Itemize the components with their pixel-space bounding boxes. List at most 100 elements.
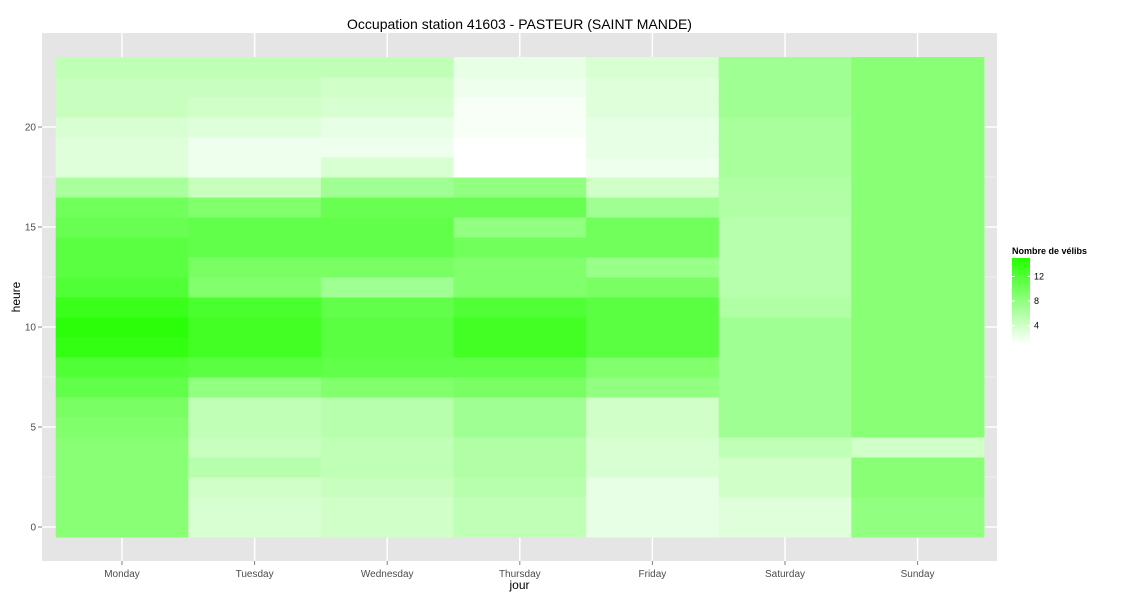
- heatmap-tile: [320, 57, 454, 78]
- x-tick-label: Wednesday: [361, 569, 414, 580]
- heatmap-tile: [55, 257, 189, 278]
- heatmap-tile: [320, 257, 454, 278]
- heatmap-tile: [586, 237, 720, 258]
- heatmap-tile: [718, 157, 852, 178]
- heatmap-tile: [453, 337, 587, 358]
- heatmap-tile: [55, 477, 189, 498]
- heatmap-tile: [188, 97, 322, 118]
- heatmap-tile: [586, 97, 720, 118]
- heatmap-tile: [320, 77, 454, 98]
- heatmap-tile: [55, 317, 189, 338]
- heatmap-tile: [718, 457, 852, 478]
- heatmap-tile: [188, 457, 322, 478]
- x-axis-title: jour: [508, 578, 529, 592]
- heatmap-tile: [718, 137, 852, 158]
- heatmap-tile: [55, 157, 189, 178]
- heatmap-tile: [851, 337, 985, 358]
- heatmap-tile: [188, 77, 322, 98]
- heatmap-tile: [453, 497, 587, 518]
- heatmap-tile: [718, 237, 852, 258]
- heatmap-tile: [453, 437, 587, 458]
- heatmap-tile: [55, 337, 189, 358]
- heatmap-tile: [320, 337, 454, 358]
- y-axis-title: heure: [9, 281, 23, 312]
- heatmap-tile: [188, 137, 322, 158]
- heatmap-tile: [718, 97, 852, 118]
- heatmap-tile: [55, 57, 189, 78]
- heatmap-tile: [55, 437, 189, 458]
- heatmap-tile: [453, 297, 587, 318]
- heatmap-tile: [55, 297, 189, 318]
- heatmap-tile: [586, 57, 720, 78]
- heatmap-tile: [453, 457, 587, 478]
- heatmap-tile: [188, 157, 322, 178]
- heatmap-tile: [851, 57, 985, 78]
- x-tick-label: Thursday: [499, 569, 541, 580]
- heatmap-tile: [453, 57, 587, 78]
- heatmap-tile: [320, 497, 454, 518]
- heatmap-tile: [188, 237, 322, 258]
- heatmap-tile: [586, 337, 720, 358]
- heatmap-tile: [188, 57, 322, 78]
- heatmap-tile: [188, 317, 322, 338]
- heatmap-tile: [718, 377, 852, 398]
- heatmap-tile: [453, 117, 587, 138]
- heatmap-tile: [453, 317, 587, 338]
- heatmap-tile: [586, 137, 720, 158]
- heatmap-tile: [586, 517, 720, 538]
- heatmap-tile: [586, 177, 720, 198]
- legend-title: Nombre de vélibs: [1012, 246, 1087, 256]
- heatmap-tile: [586, 497, 720, 518]
- x-tick-label: Sunday: [901, 569, 935, 580]
- heatmap-tile: [453, 397, 587, 418]
- heatmap-tile: [188, 257, 322, 278]
- heatmap-tile: [586, 437, 720, 458]
- y-axis-ticks: 0 5 10 15 20: [25, 123, 42, 534]
- heatmap-tile: [55, 137, 189, 158]
- y-tick-label: 20: [25, 123, 37, 134]
- heatmap-tile: [320, 277, 454, 298]
- heatmap-tile: [188, 357, 322, 378]
- heatmap-tile: [851, 257, 985, 278]
- heatmap-tile: [851, 357, 985, 378]
- heatmap-tile: [320, 177, 454, 198]
- heatmap-tile: [320, 437, 454, 458]
- heatmap-tile: [55, 97, 189, 118]
- heatmap-tile: [188, 197, 322, 218]
- heatmap-tile: [851, 97, 985, 118]
- heatmap-tile: [55, 457, 189, 478]
- heatmap-tile: [453, 237, 587, 258]
- heatmap-tile: [320, 457, 454, 478]
- heatmap-tile: [851, 117, 985, 138]
- heatmap-tile: [188, 117, 322, 138]
- heatmap-tile: [718, 437, 852, 458]
- heatmap-tile: [55, 117, 189, 138]
- heatmap-tile: [851, 417, 985, 438]
- heatmap-tile: [320, 297, 454, 318]
- heatmap-tile: [55, 197, 189, 218]
- heatmap-tile: [586, 417, 720, 438]
- heatmap-tile: [320, 357, 454, 378]
- heatmap-tile: [453, 277, 587, 298]
- heatmap-tile: [851, 137, 985, 158]
- heatmap-tile: [55, 177, 189, 198]
- heatmap-tile: [188, 377, 322, 398]
- heatmap-tile: [851, 317, 985, 338]
- heatmap-tile: [55, 517, 189, 538]
- heatmap-tile: [320, 117, 454, 138]
- heatmap-tile: [55, 397, 189, 418]
- heatmap-tile: [718, 357, 852, 378]
- color-legend: Nombre de vélibs 4 8 12: [1012, 246, 1087, 344]
- heatmap-tile: [718, 257, 852, 278]
- heatmap-tile: [851, 237, 985, 258]
- heatmap-tile: [718, 217, 852, 238]
- heatmap-tile: [851, 157, 985, 178]
- heatmap-tile: [188, 217, 322, 238]
- heatmap-tile: [188, 477, 322, 498]
- heatmap-tile: [851, 77, 985, 98]
- heatmap-tile: [718, 337, 852, 358]
- heatmap-tile: [320, 137, 454, 158]
- heatmap-tile: [718, 197, 852, 218]
- heatmap-tile: [55, 77, 189, 98]
- heatmap-tile: [55, 237, 189, 258]
